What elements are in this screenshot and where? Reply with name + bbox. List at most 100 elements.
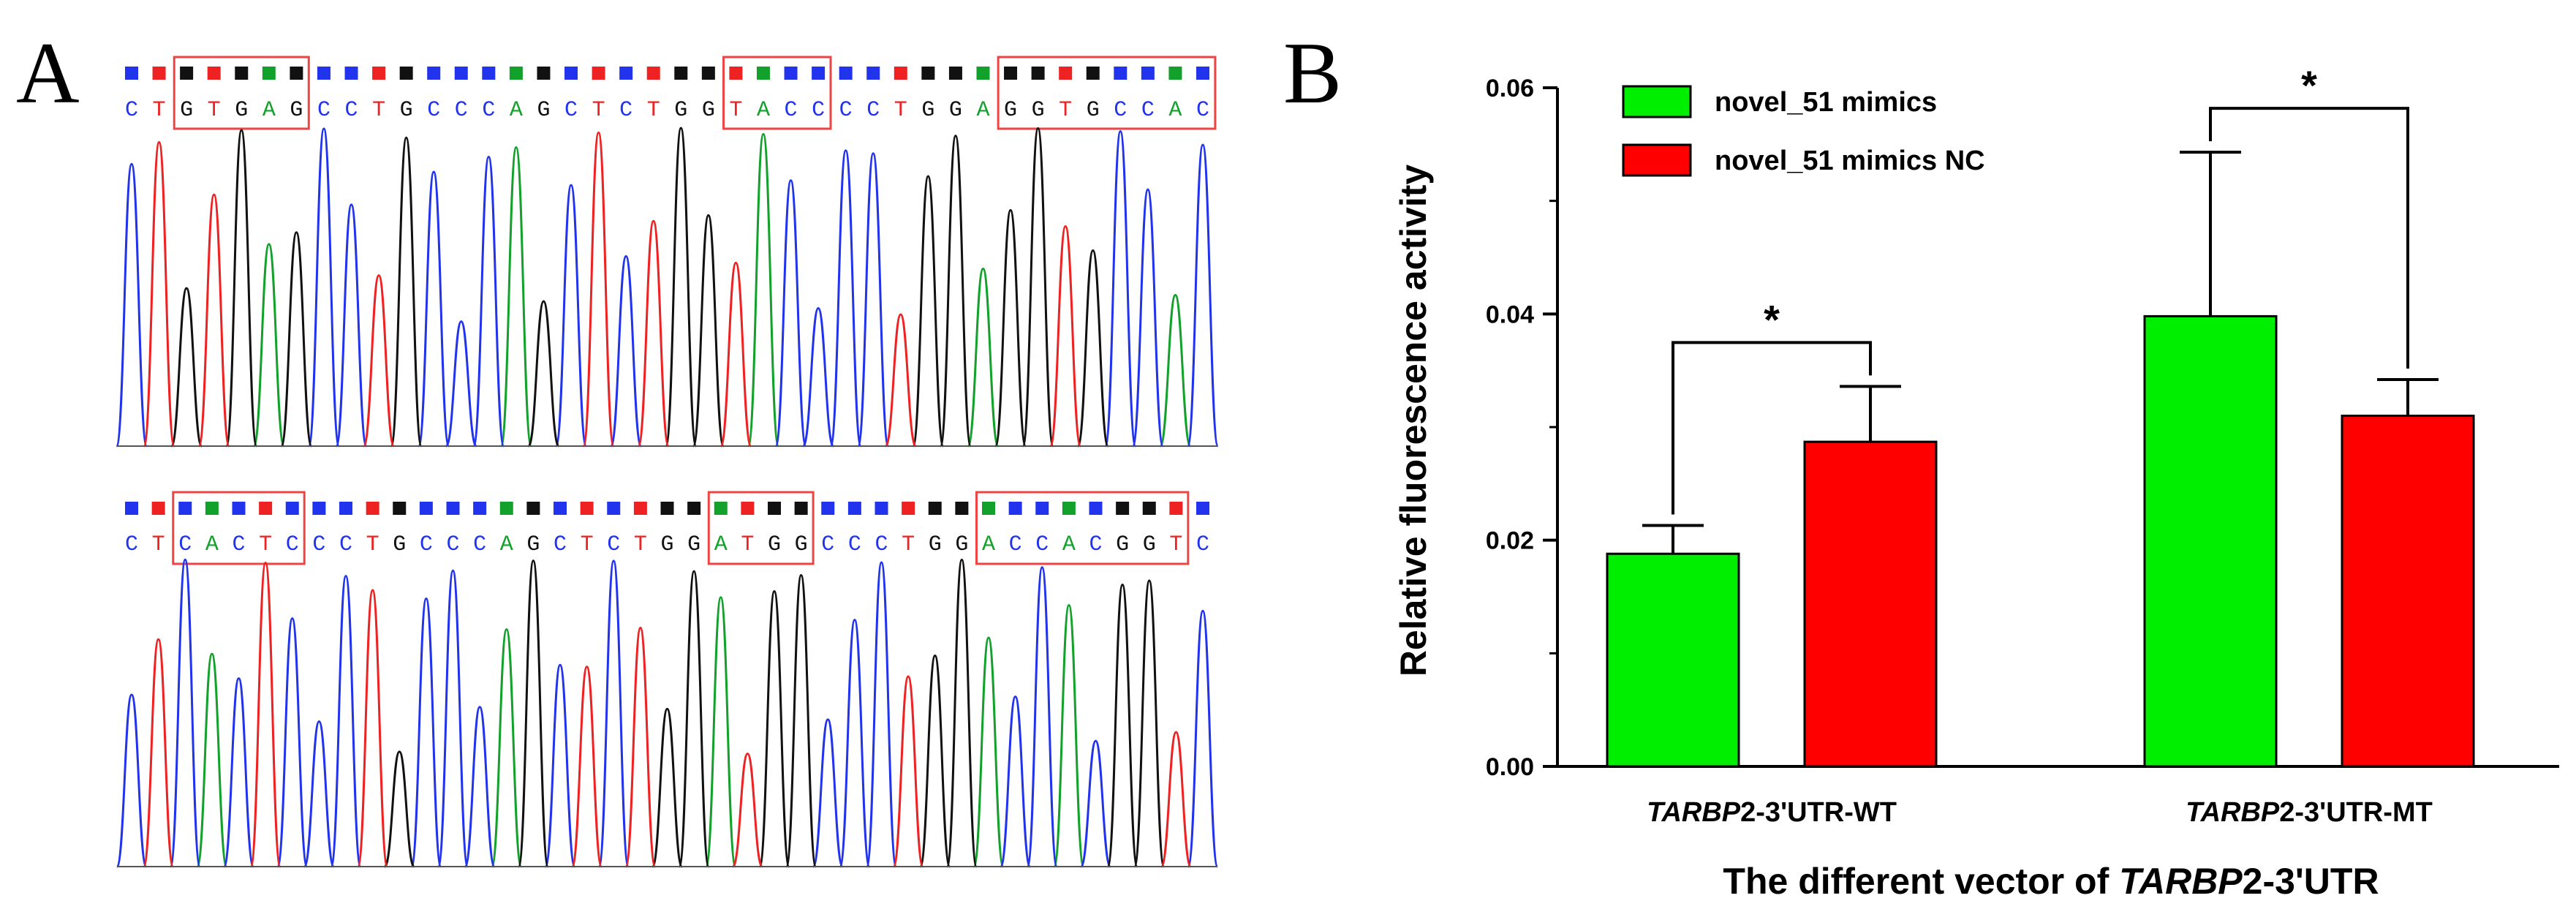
base-quality-square <box>178 502 192 515</box>
base-quality-square <box>290 67 303 80</box>
base-letter: G <box>290 98 303 123</box>
base-letter: A <box>205 532 219 557</box>
base-letter: G <box>921 98 934 123</box>
base-quality-square <box>399 67 413 80</box>
base-quality-square <box>317 67 331 80</box>
base-letter: T <box>741 532 754 557</box>
base-quality-square <box>756 67 770 80</box>
base-quality-square <box>427 67 441 80</box>
base-quality-square <box>509 67 523 80</box>
base-letter: C <box>1035 532 1049 557</box>
base-quality-square <box>729 67 743 80</box>
base-letter: C <box>446 532 459 557</box>
base-quality-square <box>592 67 605 80</box>
base-quality-square <box>646 67 660 80</box>
base-letter: T <box>208 98 221 123</box>
x-category-label: TARBP2-3'UTR-WT <box>1647 797 1897 828</box>
base-quality-square <box>454 67 468 80</box>
base-quality-square <box>894 67 907 80</box>
base-letter: C <box>866 98 880 123</box>
legend-swatch <box>1622 85 1692 118</box>
base-quality-square <box>564 67 578 80</box>
base-quality-square <box>674 67 688 80</box>
base-quality-square <box>1141 67 1155 80</box>
significance-bracket <box>1672 341 1872 515</box>
base-quality-square <box>580 502 594 515</box>
mutation-site-box <box>172 491 306 565</box>
base-quality-square <box>259 502 273 515</box>
trace-T-peaks <box>143 131 1082 448</box>
base-quality-square <box>1169 502 1183 515</box>
mutation-site-box <box>707 491 815 565</box>
base-letter: C <box>848 532 861 557</box>
base-quality-square <box>976 67 990 80</box>
base-letter: C <box>125 532 138 557</box>
base-quality-square <box>151 502 165 515</box>
base-letter: C <box>482 98 495 123</box>
base-quality-square <box>499 502 513 515</box>
base-quality-square <box>526 502 540 515</box>
base-quality-square <box>928 502 942 515</box>
base-quality-square <box>1008 502 1022 515</box>
panel-a-label: A <box>16 24 80 121</box>
base-letter: C <box>339 532 352 557</box>
base-quality-square <box>821 502 835 515</box>
base-quality-square <box>741 502 755 515</box>
base-letter: G <box>768 532 781 557</box>
base-letter: C <box>286 532 299 557</box>
base-quality-square <box>1031 67 1045 80</box>
base-letter: C <box>1141 98 1155 123</box>
base-letter: C <box>1089 532 1102 557</box>
base-quality-square <box>839 67 853 80</box>
base-letter: A <box>976 98 989 123</box>
panel-b-bar-chart: B Relative fluorescence activity The dif… <box>1283 24 2559 902</box>
base-quality-square <box>955 502 969 515</box>
base-letter: G <box>1087 98 1100 123</box>
base-quality-square <box>1168 67 1182 80</box>
base-quality-square <box>232 502 246 515</box>
base-letter: G <box>795 532 808 557</box>
base-letter: T <box>894 98 907 123</box>
base-letter: A <box>510 98 523 123</box>
base-quality-square <box>537 67 551 80</box>
base-letter: C <box>125 98 138 123</box>
base-quality-square <box>1114 67 1128 80</box>
base-quality-square <box>446 502 460 515</box>
base-quality-square <box>1089 502 1103 515</box>
base-letter: T <box>1059 98 1072 123</box>
base-letter: C <box>345 98 358 123</box>
base-quality-square <box>982 502 995 515</box>
trace-T-peaks <box>143 562 1192 868</box>
base-letter: G <box>235 98 248 123</box>
base-letter: A <box>1062 532 1076 557</box>
base-letter: G <box>1004 98 1017 123</box>
base-letter: C <box>455 98 468 123</box>
x-category-label: TARBP2-3'UTR-MT <box>2186 797 2433 828</box>
base-letter: T <box>902 532 915 557</box>
base-quality-square <box>372 67 386 80</box>
base-letter: A <box>500 532 513 557</box>
base-quality-square <box>1196 502 1209 515</box>
chart-plot-area: 0.00 0.02 0.04 0.06 * * TARBP2-3'UTR-WT TARBP2-… <box>1486 62 2559 828</box>
base-quality-square <box>660 502 674 515</box>
base-letter: C <box>232 532 245 557</box>
base-letter: C <box>875 532 888 557</box>
base-quality-square <box>554 502 567 515</box>
base-letter: T <box>729 98 742 123</box>
base-quality-square <box>768 502 781 515</box>
base-quality-square <box>633 502 647 515</box>
base-letter: G <box>400 98 413 123</box>
panel-b-label: B <box>1283 24 1342 121</box>
base-quality-square <box>473 502 487 515</box>
base-quality-square <box>235 67 249 80</box>
base-quality-square <box>366 502 379 515</box>
base-letter: C <box>554 532 567 557</box>
base-quality-square <box>1116 502 1130 515</box>
base-letter: C <box>1196 532 1209 557</box>
base-letter: C <box>619 98 632 123</box>
base-quality-square <box>866 67 880 80</box>
base-quality-square <box>784 67 798 80</box>
base-letter: C <box>312 532 325 557</box>
y-axis-title: Relative fluorescence activity <box>1393 165 1434 677</box>
base-quality-square <box>1035 502 1049 515</box>
